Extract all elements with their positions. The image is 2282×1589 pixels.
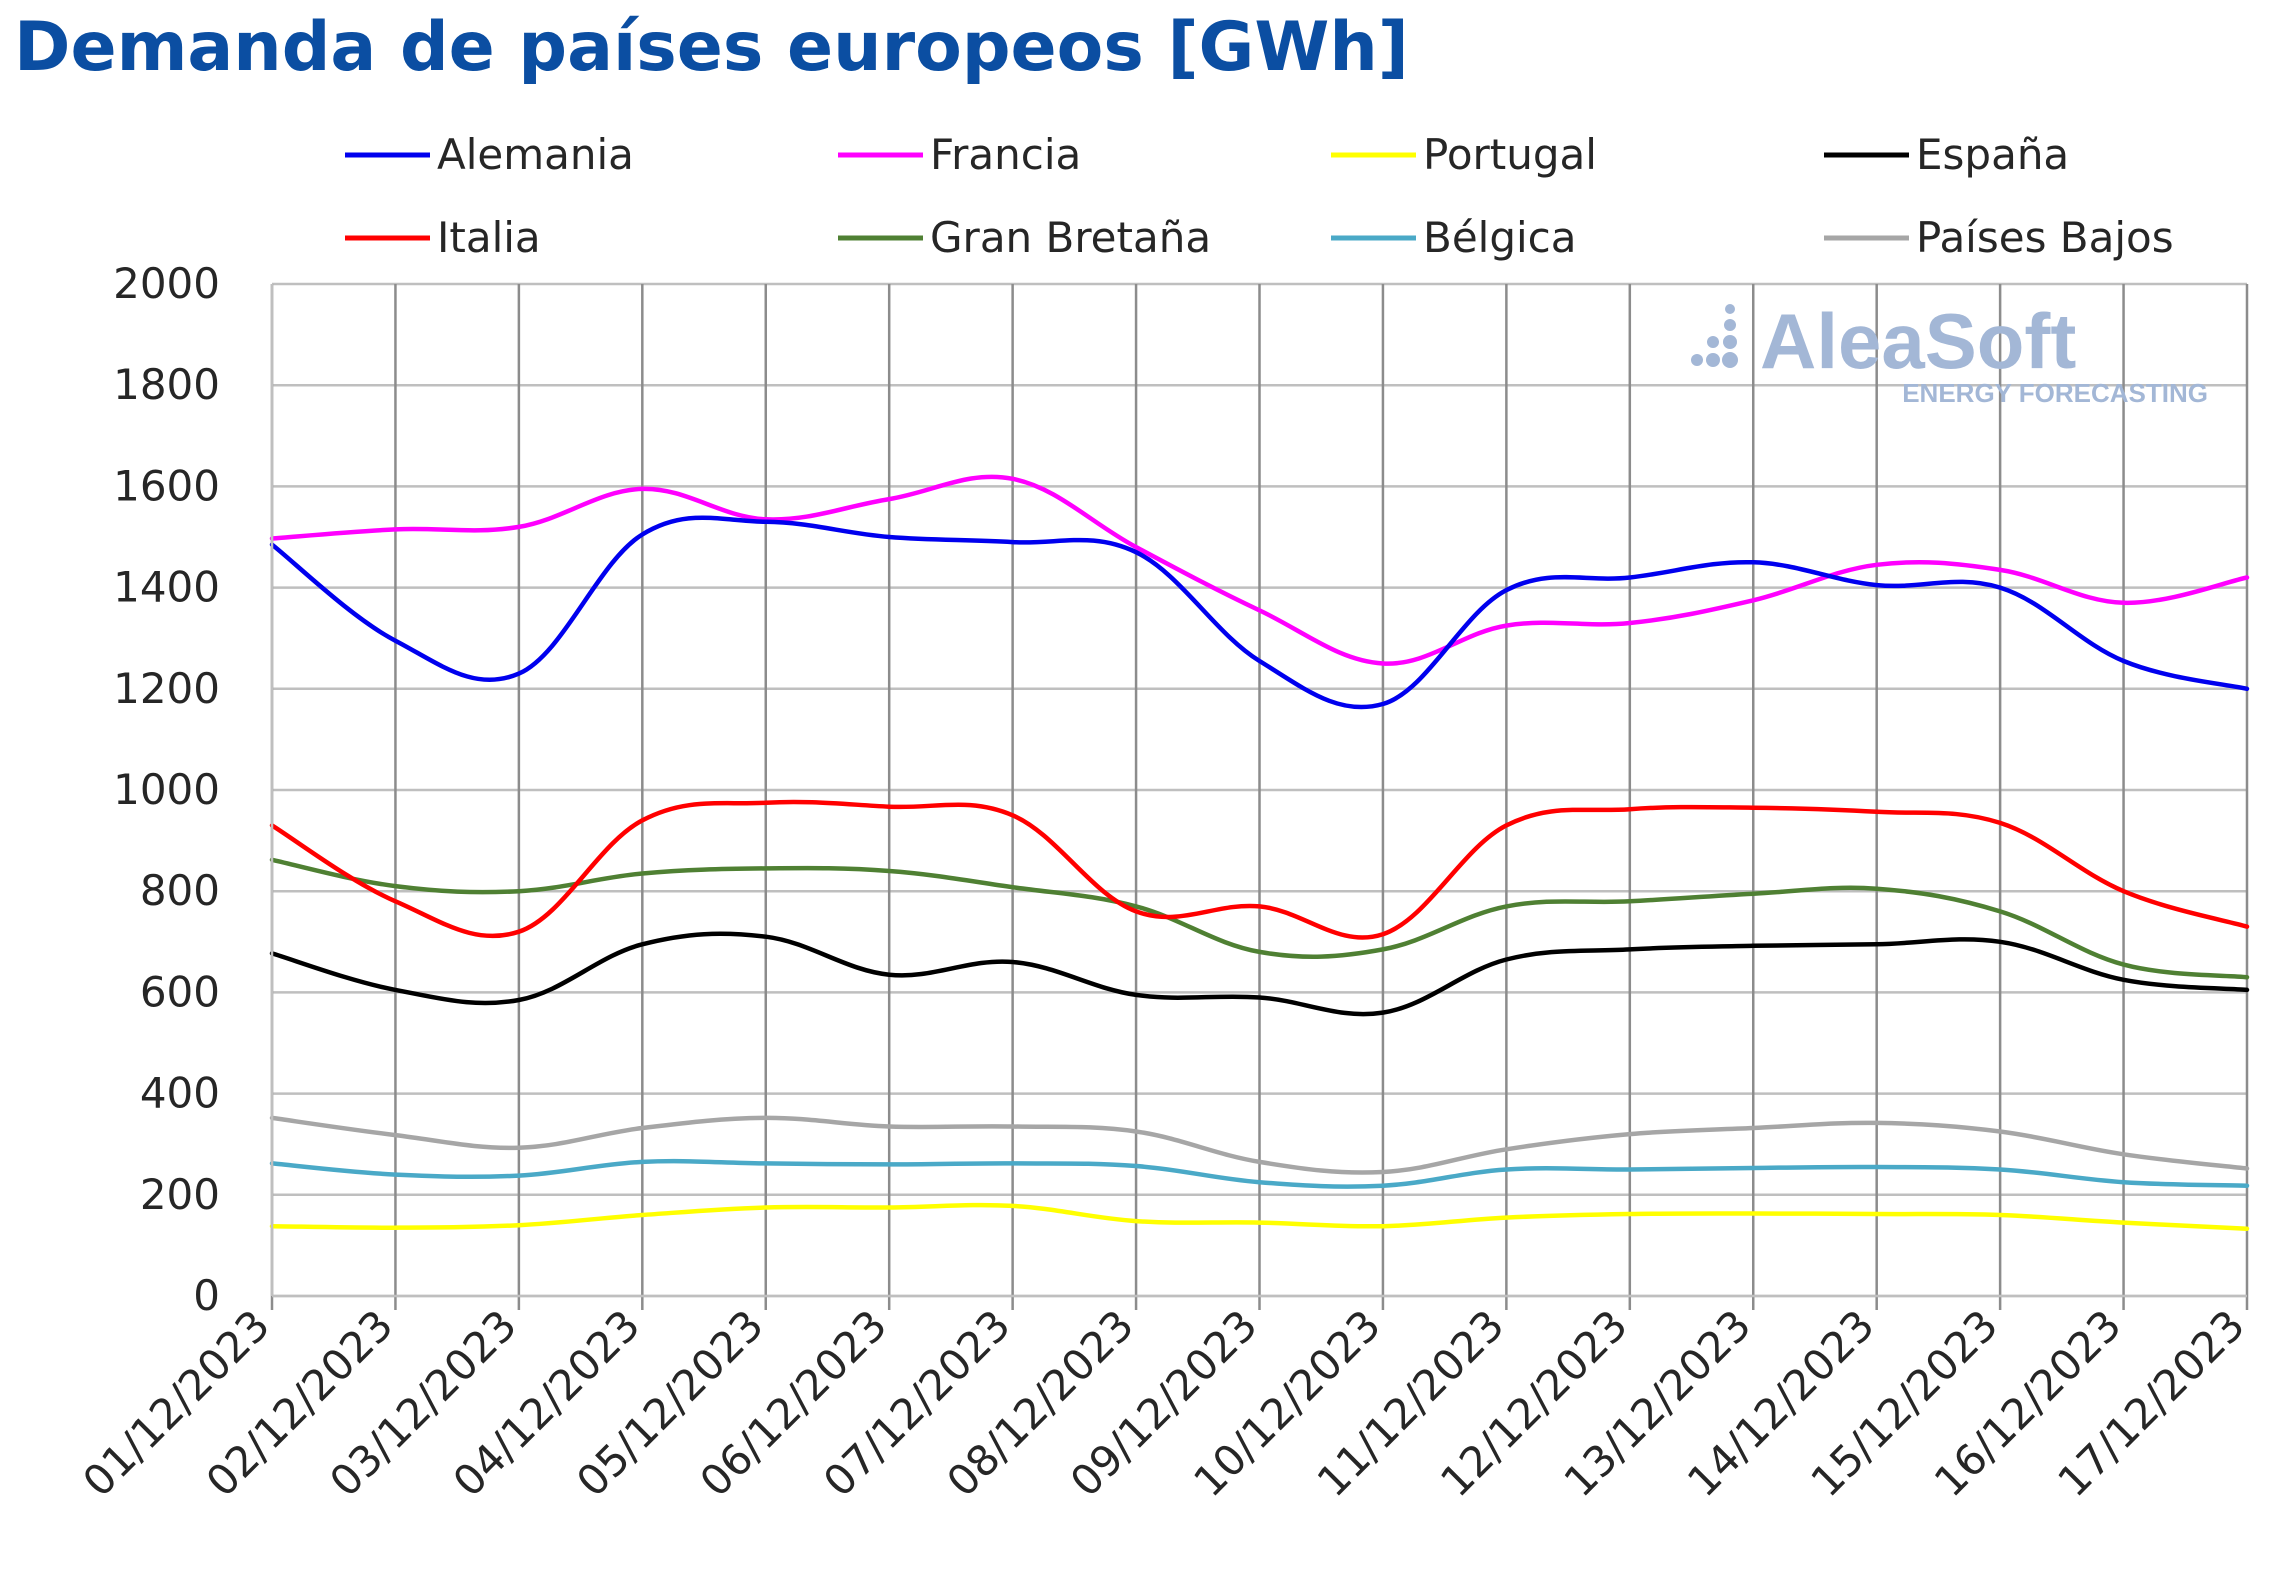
watermark-dot xyxy=(1724,319,1736,331)
watermark-dot xyxy=(1722,352,1738,368)
series-line-belgica xyxy=(269,1158,2250,1189)
legend-label-italia: Italia xyxy=(437,213,541,262)
y-tick-label: 400 xyxy=(140,1069,220,1118)
watermark-name: AleaSoft xyxy=(1760,297,2076,385)
y-tick-label: 1600 xyxy=(113,461,220,510)
series-line-francia xyxy=(269,474,2250,666)
legend-label-portugal: Portugal xyxy=(1423,130,1597,179)
watermark-dot xyxy=(1707,336,1719,348)
y-tick-label: 200 xyxy=(140,1170,220,1219)
y-tick-label: 1800 xyxy=(113,360,220,409)
series-line-alemania xyxy=(269,515,2250,710)
legend-label-paises-bajos: Países Bajos xyxy=(1916,213,2174,262)
series-line-italia xyxy=(269,799,2250,940)
watermark-dot xyxy=(1706,353,1720,367)
chart-title: Demanda de países europeos [GWh] xyxy=(14,8,1409,87)
series-line-portugal xyxy=(269,1202,2250,1231)
y-tick-label: 1400 xyxy=(113,563,220,612)
y-tick-label: 800 xyxy=(140,866,220,915)
watermark-dot xyxy=(1691,354,1703,366)
legend-label-gran-bretana: Gran Bretaña xyxy=(930,213,1211,262)
legend: Alemania Francia Portugal España Italia Gran … xyxy=(345,130,2174,262)
legend-label-alemania: Alemania xyxy=(437,130,634,179)
y-tick-label: 0 xyxy=(193,1271,220,1320)
legend-label-belgica: Bélgica xyxy=(1423,213,1576,262)
series-line-paises-bajos xyxy=(269,1115,2250,1175)
watermark-tagline: ENERGY FORECASTING xyxy=(1902,378,2208,408)
watermark-dot xyxy=(1723,335,1737,349)
y-tick-label: 2000 xyxy=(113,259,220,308)
series-line-espana xyxy=(269,931,2250,1017)
legend-label-francia: Francia xyxy=(930,130,1081,179)
aleasoft-watermark: AleaSoft ENERGY FORECASTING xyxy=(1691,297,2208,408)
y-tick-label: 600 xyxy=(140,967,220,1016)
y-tick-label: 1000 xyxy=(113,765,220,814)
y-tick-label: 1200 xyxy=(113,664,220,713)
series-layer xyxy=(269,474,2250,1231)
axis-layer: 020040060080010001200140016001800200001/… xyxy=(73,259,2254,1506)
legend-label-espana: España xyxy=(1916,130,2069,179)
series-line-gran-bretana xyxy=(269,857,2250,980)
watermark-dot xyxy=(1725,304,1735,314)
grid-layer xyxy=(270,282,2249,1310)
